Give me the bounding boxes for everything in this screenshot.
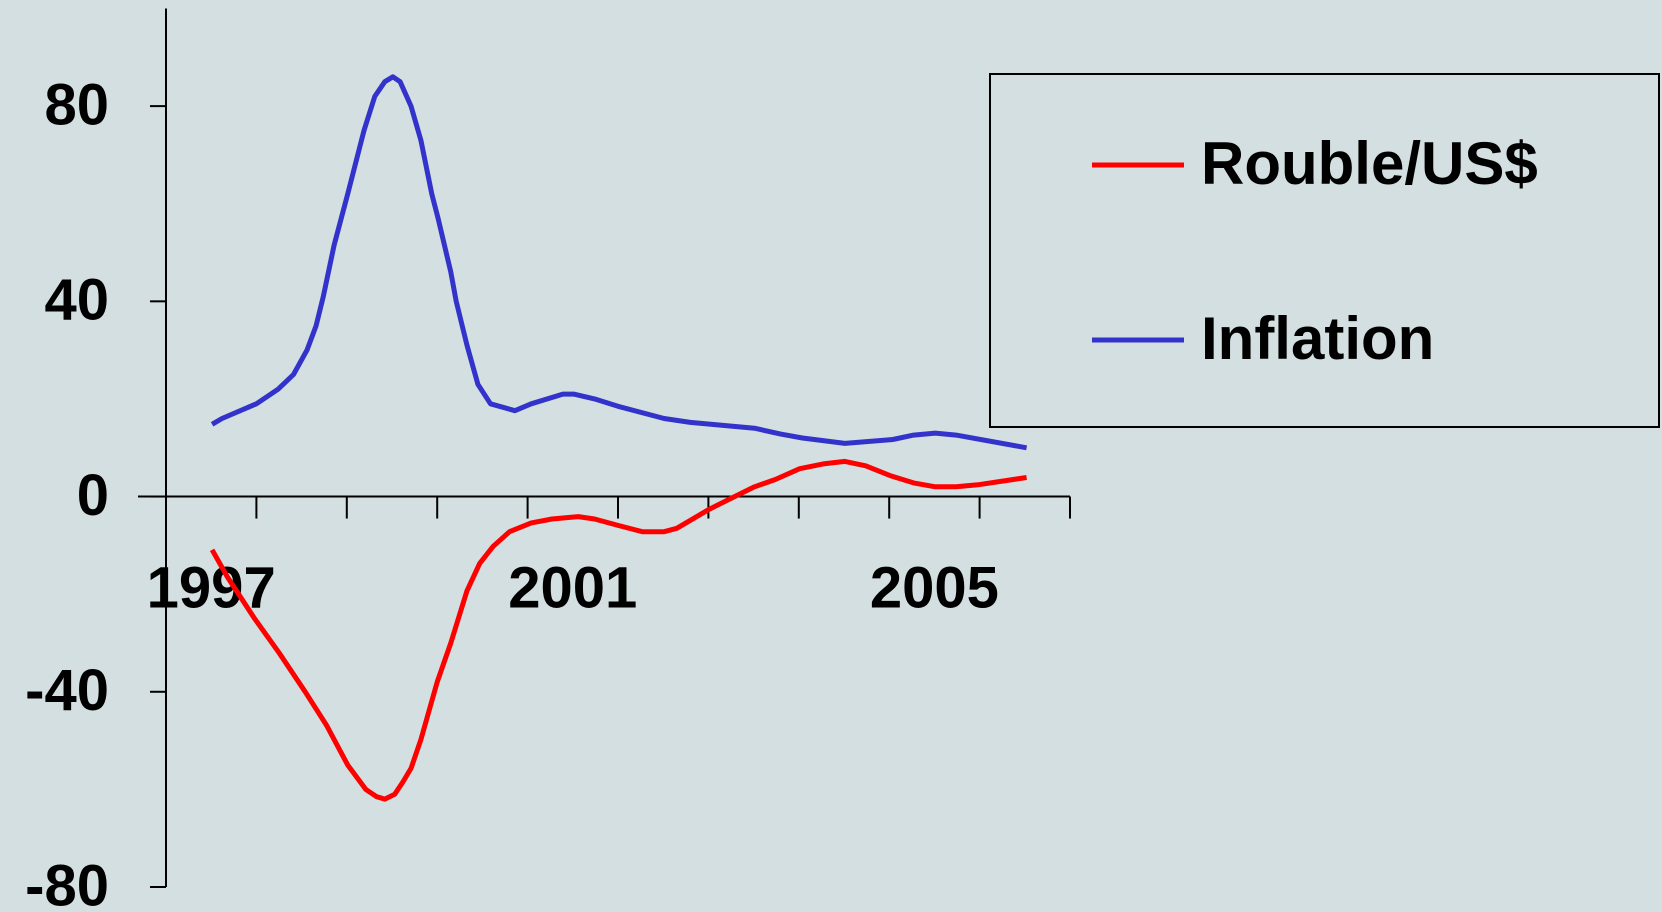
y-tick-label: 0 xyxy=(77,463,109,528)
y-tick-label: -80 xyxy=(25,853,109,912)
legend-label: Rouble/US$ xyxy=(1201,130,1538,197)
line-series xyxy=(210,74,1028,451)
x-tick-label: 2001 xyxy=(508,555,637,620)
legend-label: Inflation xyxy=(1201,305,1434,372)
y-tick-label: 40 xyxy=(44,268,109,333)
line-series xyxy=(209,458,1027,802)
y-tick-label: -40 xyxy=(25,658,109,723)
y-tick-label: 80 xyxy=(44,72,109,137)
x-tick-label: 1997 xyxy=(147,555,276,620)
legend-box xyxy=(989,73,1660,428)
x-tick-label: 2005 xyxy=(870,555,999,620)
